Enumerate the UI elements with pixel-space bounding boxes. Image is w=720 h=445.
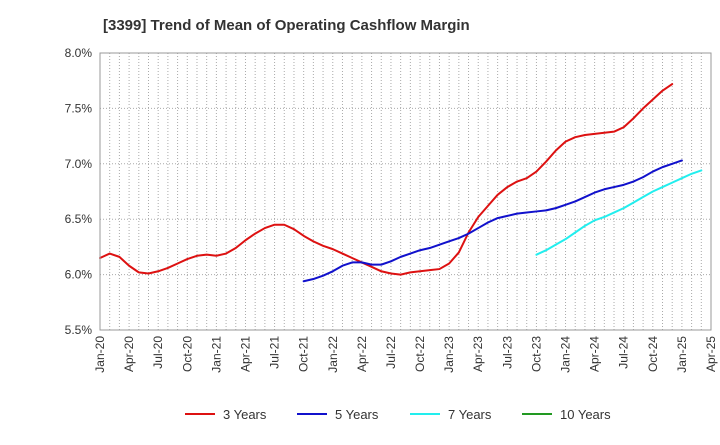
- x-tick-label: Apr-22: [355, 336, 369, 372]
- y-tick-label: 7.5%: [65, 101, 93, 115]
- x-tick-label: Oct-22: [413, 336, 427, 372]
- series-line-7-years: [535, 169, 703, 256]
- x-tick-label: Jan-24: [559, 336, 573, 373]
- grid-layer: [100, 53, 711, 330]
- x-tick-label: Jan-22: [326, 336, 340, 373]
- x-tick-label: Oct-23: [529, 336, 543, 372]
- y-tick-label: 6.0%: [65, 268, 93, 282]
- x-tick-label: Apr-25: [704, 336, 718, 372]
- y-tick-label: 7.0%: [65, 157, 93, 171]
- x-tick-label: Apr-20: [122, 336, 136, 372]
- x-tick-label: Apr-24: [588, 336, 602, 372]
- x-tick-label: Jul-20: [151, 336, 165, 369]
- series-line-5-years: [302, 159, 683, 283]
- x-tick-label: Apr-21: [238, 336, 252, 372]
- y-tick-label: 5.5%: [65, 323, 93, 337]
- series-line-3-years: [99, 83, 674, 276]
- y-tick-label: 6.5%: [65, 212, 93, 226]
- series-layer: [99, 83, 703, 283]
- x-tick-label: Jul-24: [617, 336, 631, 369]
- x-tick-label: Jul-21: [268, 336, 282, 369]
- x-tick-label: Jan-23: [442, 336, 456, 373]
- x-tick-label: Jan-21: [209, 336, 223, 373]
- legend-label: 10 Years: [560, 407, 611, 422]
- legend: 3 Years 5 Years 7 Years 10 Years: [185, 407, 611, 422]
- legend-label: 7 Years: [448, 407, 492, 422]
- x-tick-label: Oct-20: [180, 336, 194, 372]
- x-axis-ticks: Jan-20 Apr-20 Jul-20 Oct-20 Jan-21 Apr-21 Jul-…: [93, 336, 718, 373]
- legend-label: 5 Years: [335, 407, 379, 422]
- x-tick-label: Jan-20: [93, 336, 107, 373]
- x-tick-label: Apr-23: [471, 336, 485, 372]
- plot-frame: [99, 52, 712, 331]
- y-tick-label: 8.0%: [65, 46, 93, 60]
- x-tick-label: Jul-23: [500, 336, 514, 369]
- legend-label: 3 Years: [223, 407, 267, 422]
- chart-title: [3399] Trend of Mean of Operating Cashfl…: [103, 17, 470, 34]
- y-axis-ticks: 5.5% 6.0% 6.5% 7.0% 7.5% 8.0%: [65, 46, 93, 337]
- x-tick-label: Oct-24: [646, 336, 660, 372]
- x-tick-label: Jul-22: [384, 336, 398, 369]
- x-tick-label: Oct-21: [297, 336, 311, 372]
- x-tick-label: Jan-25: [675, 336, 689, 373]
